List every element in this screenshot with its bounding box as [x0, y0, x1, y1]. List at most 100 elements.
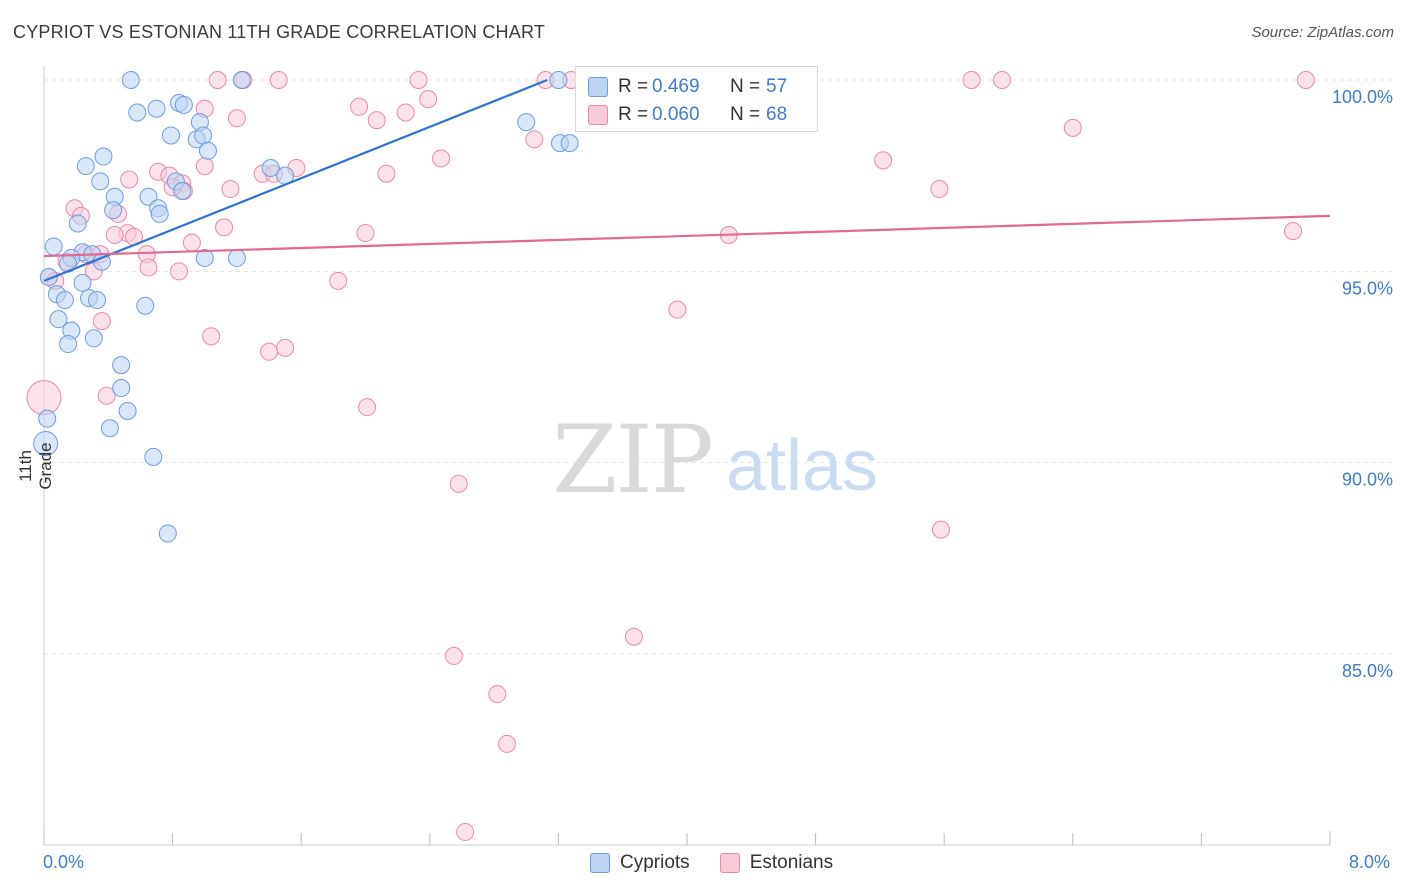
cypriots-point	[112, 379, 131, 398]
estonians-point	[874, 151, 893, 170]
legend-item-estonians[interactable]: Estonians	[719, 852, 834, 874]
cypriots-point	[49, 310, 68, 329]
cypriots-point	[128, 103, 147, 122]
estonians-point	[525, 130, 544, 149]
y-tick-label: 85.0%	[1342, 661, 1393, 681]
estonians-legend-swatch	[719, 853, 740, 873]
watermark: ZIP atlas	[552, 406, 878, 515]
n-value: 57	[766, 76, 788, 97]
cypriots-point	[173, 181, 192, 200]
estonians-point	[202, 327, 221, 346]
estonians-point	[1296, 71, 1315, 89]
cypriots-point	[158, 524, 177, 543]
estonians-point	[208, 71, 227, 89]
estonians-point	[1284, 222, 1303, 241]
cypriots-point	[104, 201, 123, 220]
legend-item-cypriots[interactable]: Cypriots	[590, 852, 690, 874]
estonians-point	[329, 271, 348, 290]
x-tick-min: 0.0%	[43, 852, 85, 872]
y-tick-label: 90.0%	[1342, 470, 1393, 490]
estonians-point	[215, 218, 234, 237]
cypriots-point	[112, 356, 131, 375]
estonians-point	[668, 300, 687, 319]
legend-row-cypriots: R = 0.469 N = 57	[588, 74, 787, 100]
cypriots-point	[227, 248, 246, 267]
n-value: 68	[766, 104, 788, 125]
estonians-point	[367, 111, 386, 130]
y-axis-label: 11th Grade	[16, 442, 55, 490]
x-tick-max: 8.0%	[1349, 852, 1391, 872]
stats-legend: R = 0.469 N = 57 R = 0.060 N = 68	[575, 66, 818, 132]
cypriots-point	[195, 248, 214, 267]
cypriots-point	[91, 172, 110, 191]
estonians-swatch	[588, 105, 608, 125]
r-value: 0.060	[652, 104, 700, 125]
cypriots-points	[33, 71, 579, 543]
estonians-point	[456, 822, 475, 841]
estonians-point	[993, 71, 1012, 89]
estonians-point	[377, 164, 396, 183]
y-tick-labels: 85.0% 90.0% 95.0% 100.0%	[1332, 87, 1393, 681]
cypriots-point	[84, 329, 103, 348]
r-label: R =	[618, 76, 649, 97]
cypriots-point	[33, 431, 59, 457]
chart-title: CYPRIOT VS ESTONIAN 11TH GRADE CORRELATI…	[13, 22, 546, 42]
cypriots-point	[147, 99, 166, 118]
y-tick-label: 100.0%	[1332, 87, 1393, 107]
cypriots-point	[194, 126, 213, 145]
cypriots-point	[144, 447, 163, 466]
estonians-point	[120, 170, 139, 189]
cypriots-point	[198, 141, 217, 160]
estonians-point	[97, 386, 116, 405]
estonians-point	[26, 380, 62, 416]
y-tick-label: 95.0%	[1342, 278, 1393, 298]
cypriots-point	[161, 126, 180, 145]
estonians-point	[497, 734, 516, 753]
estonians-point	[488, 685, 507, 704]
cypriots-point	[59, 335, 78, 354]
estonians-point	[409, 71, 428, 89]
estonians-point	[92, 312, 111, 331]
estonians-point	[624, 627, 643, 646]
cypriots-point	[549, 71, 568, 89]
r-label: R =	[618, 104, 649, 125]
cypriots-point	[68, 214, 87, 233]
cypriots-point	[121, 71, 140, 89]
cypriots-point	[100, 419, 119, 438]
cypriots-point	[174, 95, 193, 114]
gridlines	[44, 79, 1395, 655]
estonians-point	[350, 97, 369, 116]
estonians-point	[962, 71, 981, 89]
estonians-trend-line	[43, 214, 1331, 258]
cypriots-swatch	[588, 77, 608, 97]
estonians-point	[930, 180, 949, 199]
estonians-point	[170, 262, 189, 281]
cypriots-trend-line	[43, 78, 548, 282]
cypriots-point	[232, 71, 251, 89]
n-label: N =	[730, 104, 761, 125]
estonians-point	[139, 258, 158, 277]
estonians-point	[396, 103, 415, 122]
cypriots-point	[76, 157, 95, 176]
cypriots-point	[150, 204, 169, 223]
cypriots-point	[55, 291, 74, 310]
cypriots-point	[560, 134, 579, 153]
estonians-point	[221, 180, 240, 199]
estonians-point	[227, 109, 246, 128]
estonians-point	[182, 233, 201, 252]
estonians-point	[358, 398, 377, 417]
source-label: Source: ZipAtlas.com	[1251, 24, 1394, 41]
series-legend: Cypriots Estonians	[590, 852, 863, 874]
watermark-zip: ZIP	[552, 406, 712, 515]
cypriots-point	[88, 291, 107, 310]
estonians-legend-label: Estonians	[749, 852, 834, 873]
estonians-point	[356, 224, 375, 243]
cypriots-point	[136, 296, 155, 315]
estonians-point	[276, 338, 295, 357]
estonians-point	[449, 474, 468, 493]
cypriots-point	[118, 402, 137, 421]
estonians-point	[432, 149, 451, 168]
watermark-atlas: atlas	[726, 426, 878, 506]
